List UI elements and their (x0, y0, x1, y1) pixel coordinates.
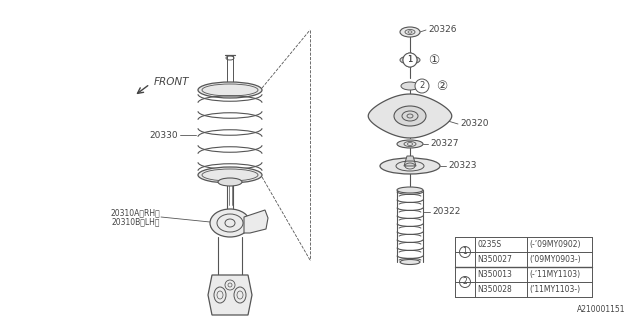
Polygon shape (208, 275, 252, 315)
Ellipse shape (397, 140, 423, 148)
Ellipse shape (210, 209, 250, 237)
Polygon shape (368, 94, 452, 138)
Ellipse shape (400, 56, 420, 64)
Text: ①: ① (428, 53, 439, 67)
Text: 20330: 20330 (149, 131, 178, 140)
Circle shape (460, 246, 470, 258)
Ellipse shape (198, 167, 262, 183)
Text: (’09MY0903-): (’09MY0903-) (529, 255, 580, 264)
Ellipse shape (394, 106, 426, 126)
Text: 2: 2 (419, 82, 424, 91)
Text: A210001151: A210001151 (577, 305, 625, 314)
Polygon shape (404, 156, 416, 166)
Text: 20310A〈RH〉: 20310A〈RH〉 (110, 209, 160, 218)
Text: 20327: 20327 (430, 140, 458, 148)
Ellipse shape (218, 178, 242, 186)
Text: 1: 1 (463, 247, 467, 257)
Text: 20310B〈LH〉: 20310B〈LH〉 (111, 218, 160, 227)
Text: FRONT: FRONT (154, 77, 189, 87)
Text: 1: 1 (408, 55, 413, 65)
Text: 0235S: 0235S (477, 240, 501, 249)
Circle shape (415, 79, 429, 93)
Polygon shape (244, 210, 268, 233)
Text: (-’09MY0902): (-’09MY0902) (529, 240, 580, 249)
Circle shape (403, 53, 417, 67)
Text: 20322: 20322 (432, 207, 460, 217)
Circle shape (460, 276, 470, 287)
Text: 2: 2 (463, 277, 467, 286)
Text: 20320: 20320 (460, 119, 488, 129)
Text: 20326: 20326 (428, 26, 456, 35)
Ellipse shape (198, 82, 262, 98)
Text: ②: ② (436, 79, 447, 92)
Circle shape (403, 53, 417, 67)
Ellipse shape (397, 187, 423, 193)
Text: N350028: N350028 (477, 285, 512, 294)
Text: N350013: N350013 (477, 270, 512, 279)
Ellipse shape (400, 260, 420, 265)
Ellipse shape (400, 27, 420, 37)
Text: (-’11MY1103): (-’11MY1103) (529, 270, 580, 279)
Text: (’11MY1103-): (’11MY1103-) (529, 285, 580, 294)
Text: 20323: 20323 (448, 162, 477, 171)
Text: 1: 1 (408, 55, 413, 65)
Ellipse shape (380, 158, 440, 174)
Ellipse shape (401, 82, 419, 90)
Text: N350027: N350027 (477, 255, 512, 264)
